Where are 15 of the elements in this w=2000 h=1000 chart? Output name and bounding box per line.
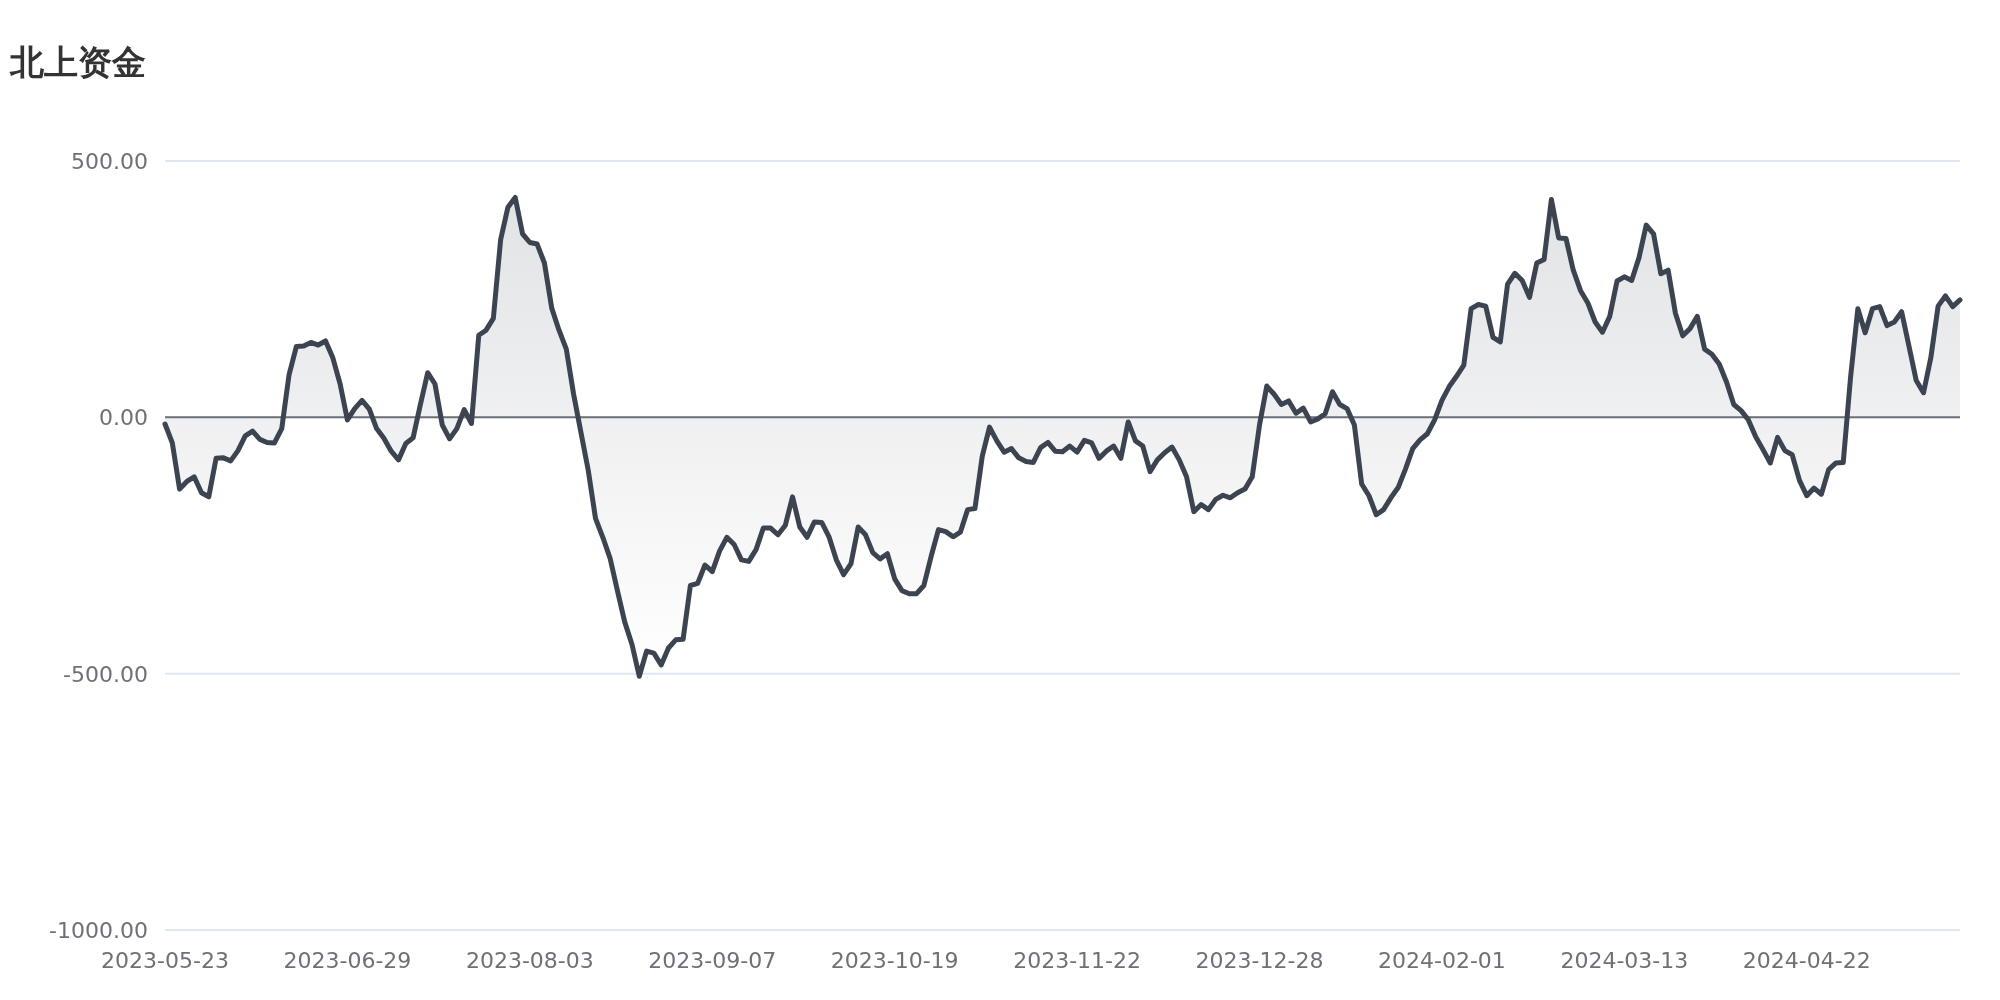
chart-title: 北上资金 <box>9 42 146 82</box>
x-tick-label: 2023-10-19 <box>830 948 959 973</box>
x-tick-label: 2023-09-07 <box>648 948 777 973</box>
x-tick-label: 2024-03-13 <box>1560 948 1689 973</box>
x-tick-label: 2023-11-22 <box>1013 948 1142 973</box>
y-tick-label: -500.00 <box>63 661 148 687</box>
y-tick-label: 0.00 <box>99 405 148 431</box>
x-tick-label: 2024-02-01 <box>1378 948 1506 973</box>
x-tick-label: 2023-06-29 <box>283 948 412 973</box>
x-tick-label: 2023-12-28 <box>1195 948 1324 973</box>
y-tick-label: 500.00 <box>71 149 148 174</box>
x-tick-label: 2023-05-23 <box>101 948 229 973</box>
x-tick-label: 2024-04-22 <box>1742 948 1871 973</box>
x-tick-label: 2023-08-03 <box>465 948 594 973</box>
y-tick-label: -1000.00 <box>49 918 148 943</box>
